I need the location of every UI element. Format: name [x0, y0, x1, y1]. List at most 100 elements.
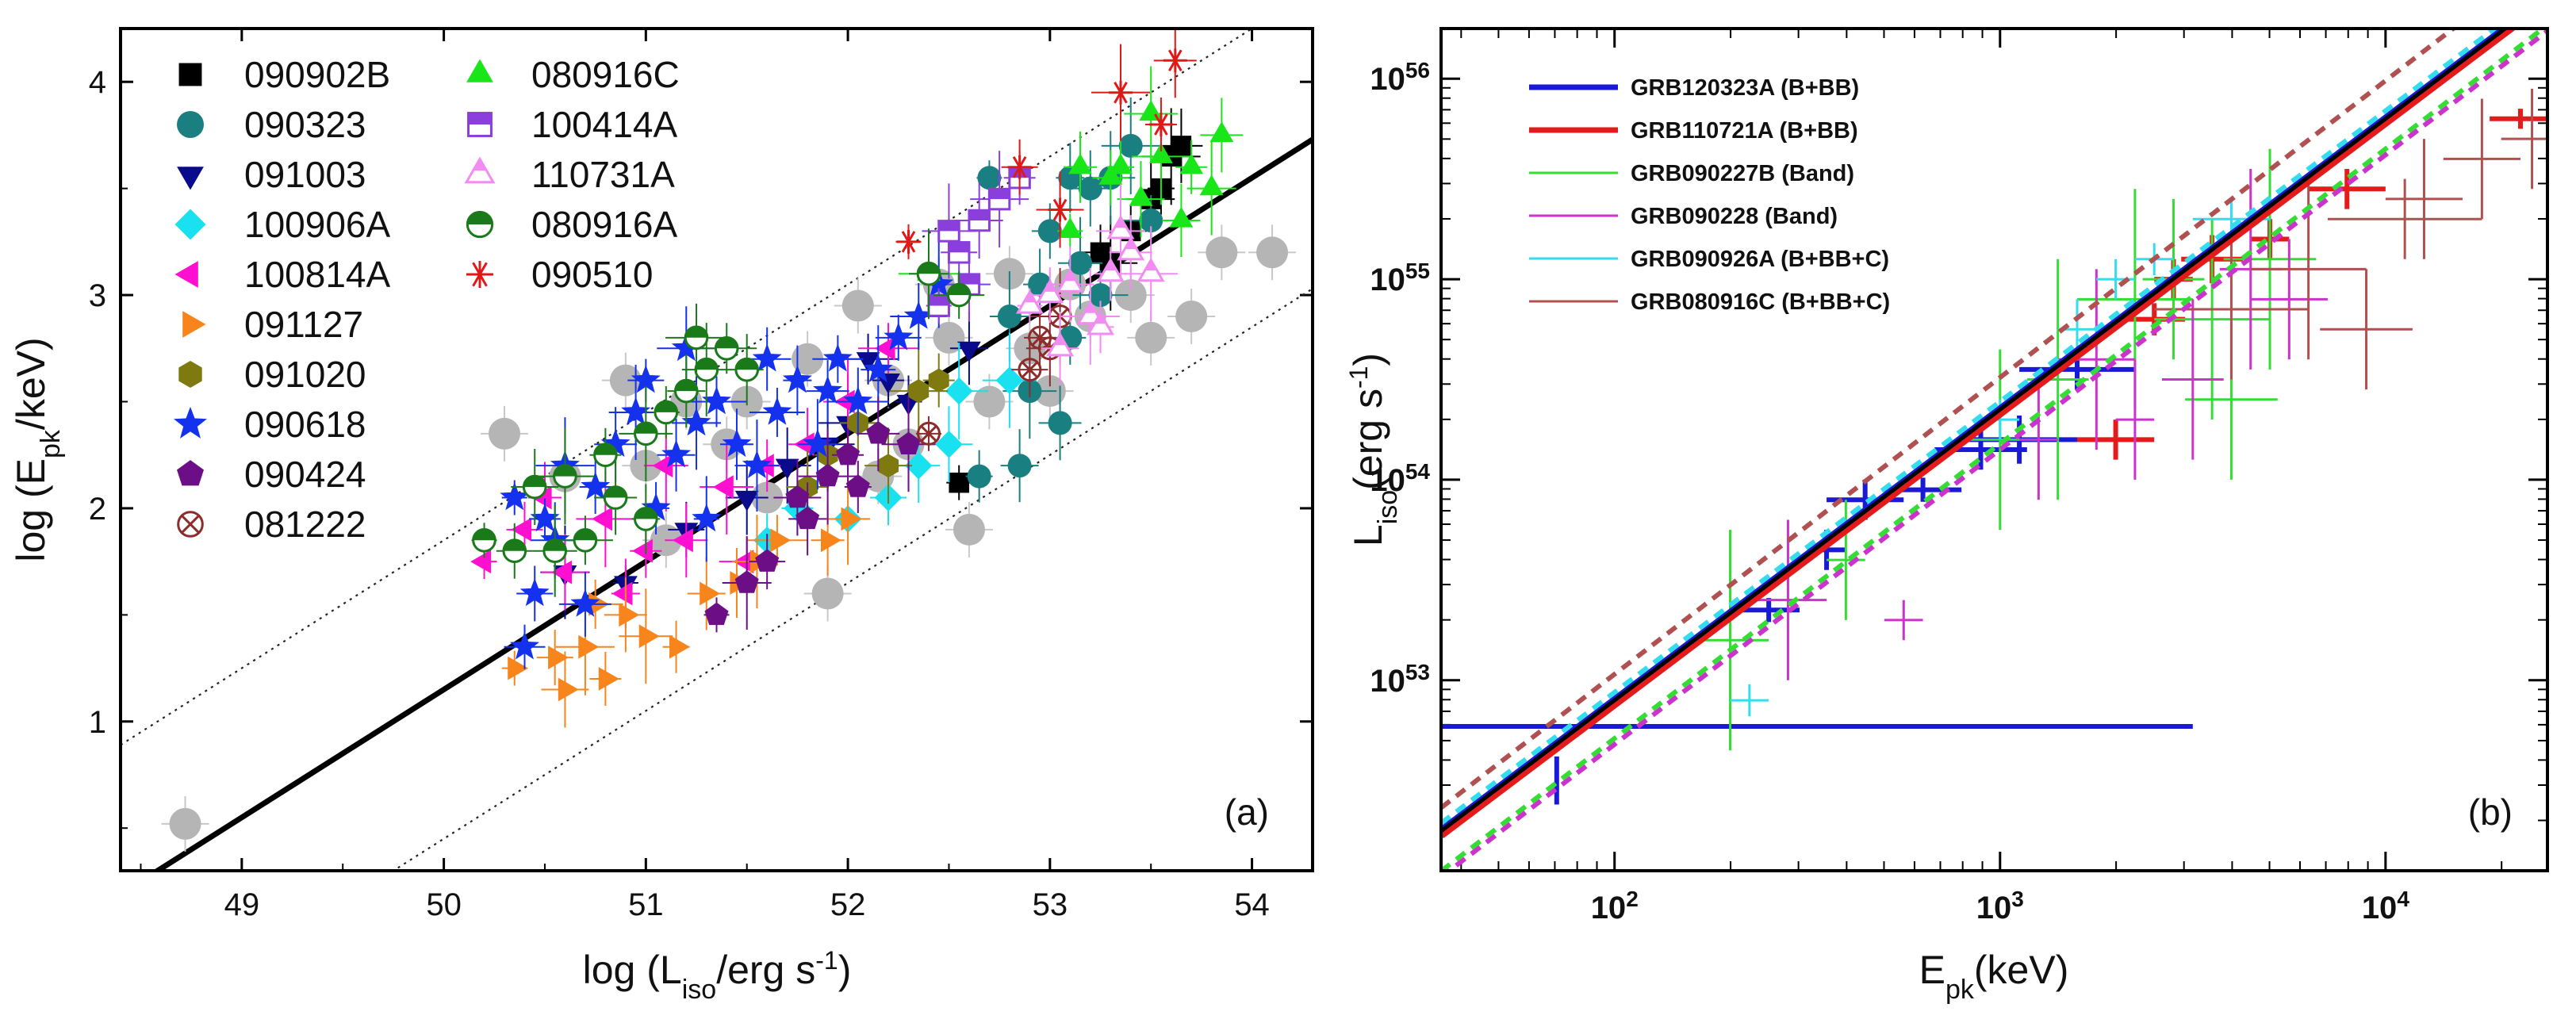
panel-a-label: (a) — [1225, 791, 1269, 833]
data-point-triangle-up — [1068, 153, 1092, 174]
legend-label: 100414A — [531, 104, 677, 145]
data-point-pentagon — [896, 431, 921, 454]
series-fit-line — [1445, 29, 2547, 871]
data-point-star — [530, 503, 560, 532]
background-point — [811, 577, 844, 610]
data-point-half-triangle — [1056, 268, 1084, 293]
marker-circle — [967, 464, 991, 489]
background-point — [953, 513, 985, 546]
marker-triangle-right — [598, 667, 619, 691]
data-point-diamond — [945, 377, 973, 405]
marker-star — [822, 343, 853, 372]
marker-star — [600, 428, 631, 458]
data-point-star — [600, 428, 631, 458]
marker-half-triangle-fill — [473, 159, 487, 171]
marker-triangle-right — [841, 507, 862, 531]
marker-circle — [1088, 283, 1113, 308]
data-point-star — [519, 578, 550, 607]
marker-star — [661, 439, 692, 468]
data-point-triangle-left — [874, 336, 895, 361]
data-point-diamond — [935, 431, 963, 458]
marker-pentagon — [836, 442, 861, 466]
data-point-half-circle — [542, 538, 568, 564]
data-point-triangle-right — [821, 528, 841, 553]
marker-star — [641, 492, 671, 521]
x-tick-label: 53 — [1033, 887, 1068, 922]
marker-x-stroke — [1022, 361, 1038, 378]
data-point-star — [500, 482, 530, 511]
y-tick-label: 1055 — [1370, 259, 1430, 298]
data-point-star — [681, 407, 711, 436]
panel-b-x-axis-title: Epk(keV) — [1919, 948, 2069, 1005]
data-point-star — [671, 332, 701, 362]
marker-x-stroke — [1031, 329, 1048, 347]
data-point-triangle-up — [1209, 121, 1234, 142]
marker-triangle-down — [177, 167, 204, 190]
marker-half-circle-fill — [696, 358, 718, 370]
marker-half-square-fill — [949, 242, 969, 253]
marker-hexagon — [908, 379, 930, 404]
data-point-star — [722, 428, 752, 458]
data-point-triangle-up — [1199, 174, 1224, 196]
data-point-square — [1171, 136, 1192, 156]
background-point — [1114, 279, 1147, 312]
marker-triangle-up — [1179, 153, 1204, 174]
legend-label: GRB080916C (B+BB+C) — [1631, 289, 1890, 315]
data-point-half-triangle — [1137, 257, 1165, 282]
data-point-star — [661, 439, 692, 468]
marker-triangle-right — [669, 634, 690, 659]
panel-b-label: (b) — [2468, 791, 2513, 833]
marker-triangle-left — [174, 261, 198, 288]
data-point-circle — [1118, 133, 1143, 158]
marker-hexagon — [928, 368, 949, 393]
data-point-star — [581, 471, 611, 500]
panel-b-fit-lines — [1441, 29, 2547, 871]
data-point-star — [702, 386, 731, 415]
marker-half-circle-fill — [473, 529, 496, 541]
data-point-triangle-left — [511, 517, 532, 542]
legend-label: 081222 — [244, 504, 366, 545]
marker-star — [570, 588, 600, 617]
series-fit-line — [1441, 29, 2517, 839]
data-point-half-circle — [472, 527, 496, 553]
marker-circle — [1118, 133, 1143, 158]
data-point-triangle-left — [531, 485, 552, 510]
marker-star — [530, 503, 560, 532]
data-point-hexagon — [878, 454, 899, 478]
marker-triangle-right — [578, 634, 600, 659]
data-point-asterisk — [1048, 197, 1072, 222]
marker-half-triangle-fill — [1104, 259, 1117, 270]
marker-triangle-left — [673, 528, 693, 553]
marker-triangle-up — [1199, 174, 1224, 196]
data-point-triangle-right — [548, 646, 569, 669]
marker-half-square-fill — [928, 295, 949, 306]
marker-half-circle-fill — [504, 539, 526, 551]
background-point — [169, 807, 201, 840]
data-point-star — [843, 386, 873, 415]
panel-b: 102 103 104 1053 1054 1055 1056 GRB120323A (B+… — [1344, 27, 2549, 1005]
marker-triangle-left — [470, 550, 492, 574]
marker-diamond — [995, 366, 1024, 394]
x-tick-label: 49 — [224, 887, 260, 922]
background-point — [973, 385, 1006, 418]
background-point — [1206, 236, 1238, 269]
marker-half-circle-fill — [554, 465, 577, 477]
legend-marker-star — [174, 406, 207, 439]
marker-circle — [1068, 251, 1092, 275]
marker-pentagon — [845, 474, 870, 497]
legend-marker-triangle-up — [466, 59, 493, 82]
marker-pentagon — [755, 549, 780, 572]
data-point-half-circle — [734, 357, 760, 382]
marker-circle — [977, 166, 1002, 190]
marker-circle-ring — [1018, 358, 1042, 382]
marker-triangle-down — [734, 490, 759, 512]
legend-label: GRB120323A (B+BB) — [1631, 75, 1859, 101]
panel-a-frame — [119, 27, 1314, 872]
marker-triangle-down — [775, 458, 799, 480]
legend-label: 090902B — [244, 54, 390, 95]
legend-label: GRB110721A (B+BB) — [1631, 118, 1858, 144]
x-tick-label: 103 — [1976, 887, 2024, 926]
data-point-half-circle — [684, 325, 709, 351]
marker-triangle-right — [619, 603, 640, 627]
data-point-star — [510, 631, 539, 660]
